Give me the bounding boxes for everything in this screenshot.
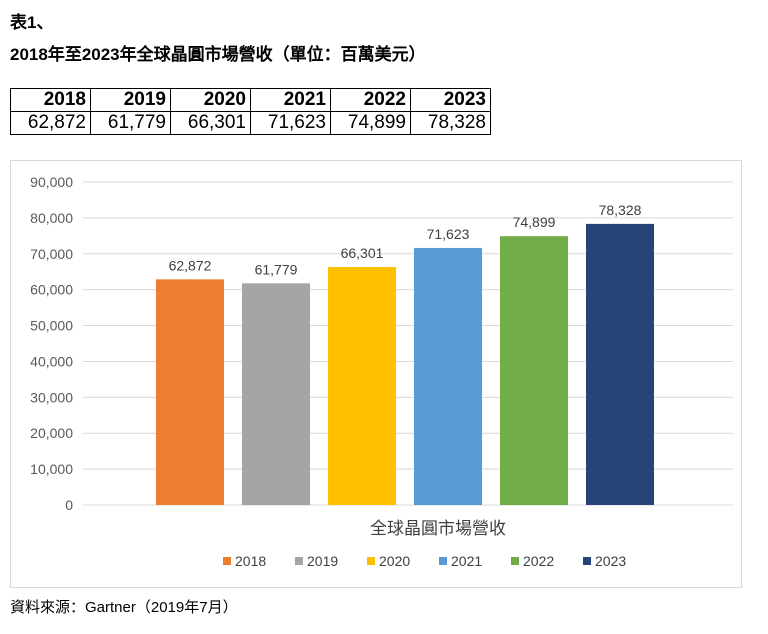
bar — [242, 283, 310, 505]
table-label: 表1、 — [10, 13, 54, 32]
table-row: 62,872 61,779 66,301 71,623 74,899 78,32… — [10, 111, 491, 135]
legend-label: 2021 — [451, 553, 482, 569]
chart-container: 0 10,000 20,000 30,000 40,000 50,000 60,000 70,… — [10, 160, 742, 588]
table-cell: 61,779 — [90, 111, 171, 135]
data-label: 74,899 — [513, 214, 556, 230]
legend-label: 2022 — [523, 553, 554, 569]
legend-label: 2019 — [307, 553, 338, 569]
y-tick-label: 40,000 — [30, 353, 73, 369]
data-label: 66,301 — [341, 245, 384, 261]
bar — [414, 247, 482, 505]
table-header-row: 2018 2019 2020 2021 2022 2023 — [10, 88, 491, 112]
bar — [586, 223, 654, 505]
legend-swatch — [583, 557, 591, 565]
x-axis-label: 全球晶圓市場營收 — [370, 519, 506, 538]
legend-label: 2020 — [379, 553, 410, 569]
table-cell: 66,301 — [170, 111, 251, 135]
data-label: 78,328 — [599, 202, 642, 218]
bar — [156, 279, 224, 505]
bar — [500, 236, 568, 505]
legend-swatch — [511, 557, 519, 565]
y-tick-label: 90,000 — [30, 174, 73, 190]
revenue-table: 2018 2019 2020 2021 2022 2023 62,872 61,… — [10, 88, 491, 135]
table-header-cell: 2018 — [10, 88, 91, 112]
y-tick-label: 80,000 — [30, 210, 73, 226]
legend-swatch — [295, 557, 303, 565]
table-cell: 62,872 — [10, 111, 91, 135]
table-cell: 74,899 — [330, 111, 411, 135]
data-label: 71,623 — [427, 226, 470, 242]
bar-chart: 0 10,000 20,000 30,000 40,000 50,000 60,000 70,… — [30, 174, 733, 569]
table-header-cell: 2022 — [330, 88, 411, 112]
legend-label: 2018 — [235, 553, 266, 569]
page-title: 2018年至2023年全球晶圓市場營收（單位：百萬美元） — [10, 45, 426, 64]
legend-swatch — [367, 557, 375, 565]
table-cell: 71,623 — [250, 111, 331, 135]
data-label: 61,779 — [255, 261, 298, 277]
source-note: 資料來源：Gartner（2019年7月） — [10, 599, 238, 616]
table-cell: 78,328 — [410, 111, 491, 135]
table-header-cell: 2020 — [170, 88, 251, 112]
legend-swatch — [223, 557, 231, 565]
table-header-cell: 2019 — [90, 88, 171, 112]
data-label: 62,872 — [169, 257, 212, 273]
table-header-cell: 2023 — [410, 88, 491, 112]
table-header-cell: 2021 — [250, 88, 331, 112]
y-tick-label: 60,000 — [30, 282, 73, 298]
bar — [328, 267, 396, 505]
legend-swatch — [439, 557, 447, 565]
y-tick-label: 20,000 — [30, 425, 73, 441]
y-tick-label: 50,000 — [30, 318, 73, 334]
legend-label: 2023 — [595, 553, 626, 569]
y-tick-label: 10,000 — [30, 461, 73, 477]
y-tick-label: 70,000 — [30, 246, 73, 262]
y-tick-label: 0 — [65, 497, 73, 513]
y-tick-label: 30,000 — [30, 389, 73, 405]
